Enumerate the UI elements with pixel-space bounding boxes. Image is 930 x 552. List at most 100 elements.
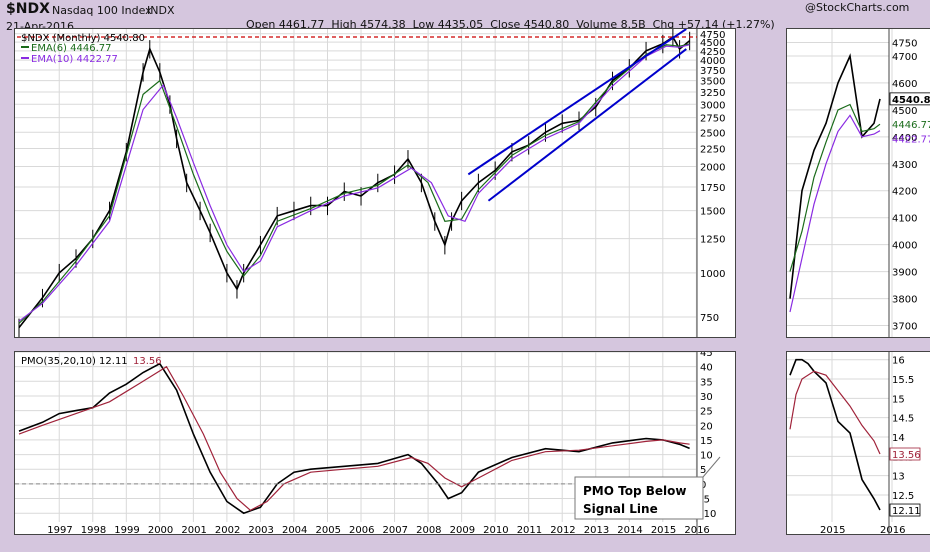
y-tick-label: 12.5 (892, 491, 914, 502)
y-tick-label: 20 (700, 421, 713, 432)
y-tick-label: 25 (700, 407, 713, 418)
y-tick-label: 1000 (700, 269, 725, 280)
x-tick-label: 2007 (383, 525, 408, 535)
watermark: @StockCharts.com (805, 1, 910, 14)
y-tick-label: 4000 (700, 56, 725, 67)
pmo-signal-legend: 13.56 (133, 356, 162, 367)
y-tick-label: 3800 (892, 295, 917, 306)
x-tick-label: 2010 (483, 525, 508, 535)
series-line-1 (789, 103, 881, 272)
pmo-legend: PMO(35,20,10) 12.11 (21, 356, 128, 367)
x-tick-label: 2006 (349, 525, 374, 535)
annotation-line-1: PMO Top Below (583, 484, 686, 498)
x-tick-label: 2011 (517, 525, 542, 535)
y-tick-label: 3750 (700, 66, 725, 77)
x-tick-label: 1998 (81, 525, 106, 535)
y-tick-label: 4500 (700, 38, 725, 49)
y-tick-label: 1750 (700, 183, 725, 194)
y-tick-label: 1250 (700, 235, 725, 246)
x-tick-label: 1997 (47, 525, 72, 535)
x-tick-label: 1999 (114, 525, 139, 535)
y-tick-label: 5 (700, 465, 706, 476)
y-tick-label: 4500 (892, 106, 917, 117)
y-tick-label: 3900 (892, 268, 917, 279)
y-tick-label: 3500 (700, 77, 725, 88)
y-tick-label: 2750 (700, 114, 725, 125)
last-value-label: 4540.80 (892, 95, 930, 106)
x-tick-label: 2003 (248, 525, 273, 535)
y-tick-label: 2000 (700, 163, 725, 174)
x-tick-label: 2002 (215, 525, 240, 535)
x-tick-label: 2014 (617, 525, 642, 535)
series-line-1 (18, 365, 690, 512)
pmo-value-label: 12.11 (892, 506, 921, 517)
x-tick-label: 2004 (282, 525, 307, 535)
x-tick-label: 2015 (651, 525, 676, 535)
annotation-box (574, 476, 704, 520)
y-tick-label: 4700 (892, 52, 917, 63)
y-tick-label: 15 (892, 394, 905, 405)
x-tick-label: 2016 (880, 525, 905, 535)
y-tick-label: 10 (700, 451, 713, 462)
signal-value-box (889, 447, 921, 461)
y-tick-label: 4750 (700, 30, 725, 41)
y-tick-label: 45 (700, 351, 713, 359)
y-tick-label: 2500 (700, 128, 725, 139)
series-line-1 (789, 370, 881, 455)
y-tick-label: 35 (700, 377, 713, 388)
y-tick-label: 14 (892, 433, 905, 444)
exchange-label: INDX (147, 4, 175, 17)
pmo-chart: -10-505101520253035404519971998199920002… (14, 351, 736, 535)
pmo-value-box (889, 503, 921, 517)
y-tick-label: 3700 (892, 322, 917, 333)
y-tick-label: 4100 (892, 214, 917, 225)
price-chart: 750 1000 1250 1500 1750 2000 2250 2500 2750 3000 3… (14, 28, 736, 338)
legend-ema10: EMA(10) 4422.77 (31, 54, 118, 65)
x-tick-label: 2008 (416, 525, 441, 535)
y-tick-label: -5 (700, 495, 710, 506)
series-line-1 (18, 43, 690, 324)
y-tick-label: 4600 (892, 79, 917, 90)
y-tick-label: 3000 (700, 100, 725, 111)
x-tick-label: 2009 (450, 525, 475, 535)
y-tick-label: 30 (700, 392, 713, 403)
y-tick-label: 4000 (892, 241, 917, 252)
symbol-title: $NDX (6, 1, 50, 17)
y-tick-label: 15.5 (892, 375, 914, 386)
y-tick-label: 16 (892, 356, 905, 367)
y-tick-label: 40 (700, 363, 713, 374)
y-tick-label: 1500 (700, 207, 725, 218)
legend-price: $NDX (Monthly) 4540.80 (21, 33, 145, 44)
pmo-zoom-chart: 12.51313.51414.51515.5162015201613.5612.… (786, 351, 930, 535)
x-tick-label: 2001 (181, 525, 206, 535)
series-line-0 (789, 358, 881, 511)
last-value-box (889, 92, 930, 106)
legend-ema6: EMA(6) 4446.77 (31, 43, 111, 54)
series-line-0 (18, 362, 690, 515)
y-tick-label: 4250 (700, 47, 725, 58)
annotation-line-2: Signal Line (583, 502, 658, 516)
x-tick-label: 2005 (315, 525, 340, 535)
series-line-0 (789, 53, 881, 299)
y-tick-label: 15 (700, 436, 713, 447)
y-tick-label: 4200 (892, 187, 917, 198)
y-tick-label: 4750 (892, 38, 917, 49)
ema10-value-label: 4422.77 (892, 135, 930, 146)
y-tick-label: 750 (700, 313, 719, 324)
y-tick-label: 2250 (700, 144, 725, 155)
y-tick-label: 13 (892, 472, 905, 483)
x-tick-label: 2015 (820, 525, 845, 535)
x-tick-label: 2000 (148, 525, 173, 535)
ohlc-readout: Open 4461.77 High 4574.38 Low 4435.05 Cl… (246, 18, 775, 31)
index-name: Nasdaq 100 Index (52, 4, 152, 17)
channel-top (467, 29, 687, 176)
annotation-pointer (702, 456, 721, 478)
y-tick-label: -10 (700, 509, 716, 520)
signal-value-label: 13.56 (892, 450, 921, 461)
y-tick-label: 4300 (892, 160, 917, 171)
y-tick-label: 14.5 (892, 414, 914, 425)
x-tick-label: 2012 (550, 525, 575, 535)
series-line-2 (18, 44, 690, 322)
y-tick-label: 4400 (892, 133, 917, 144)
